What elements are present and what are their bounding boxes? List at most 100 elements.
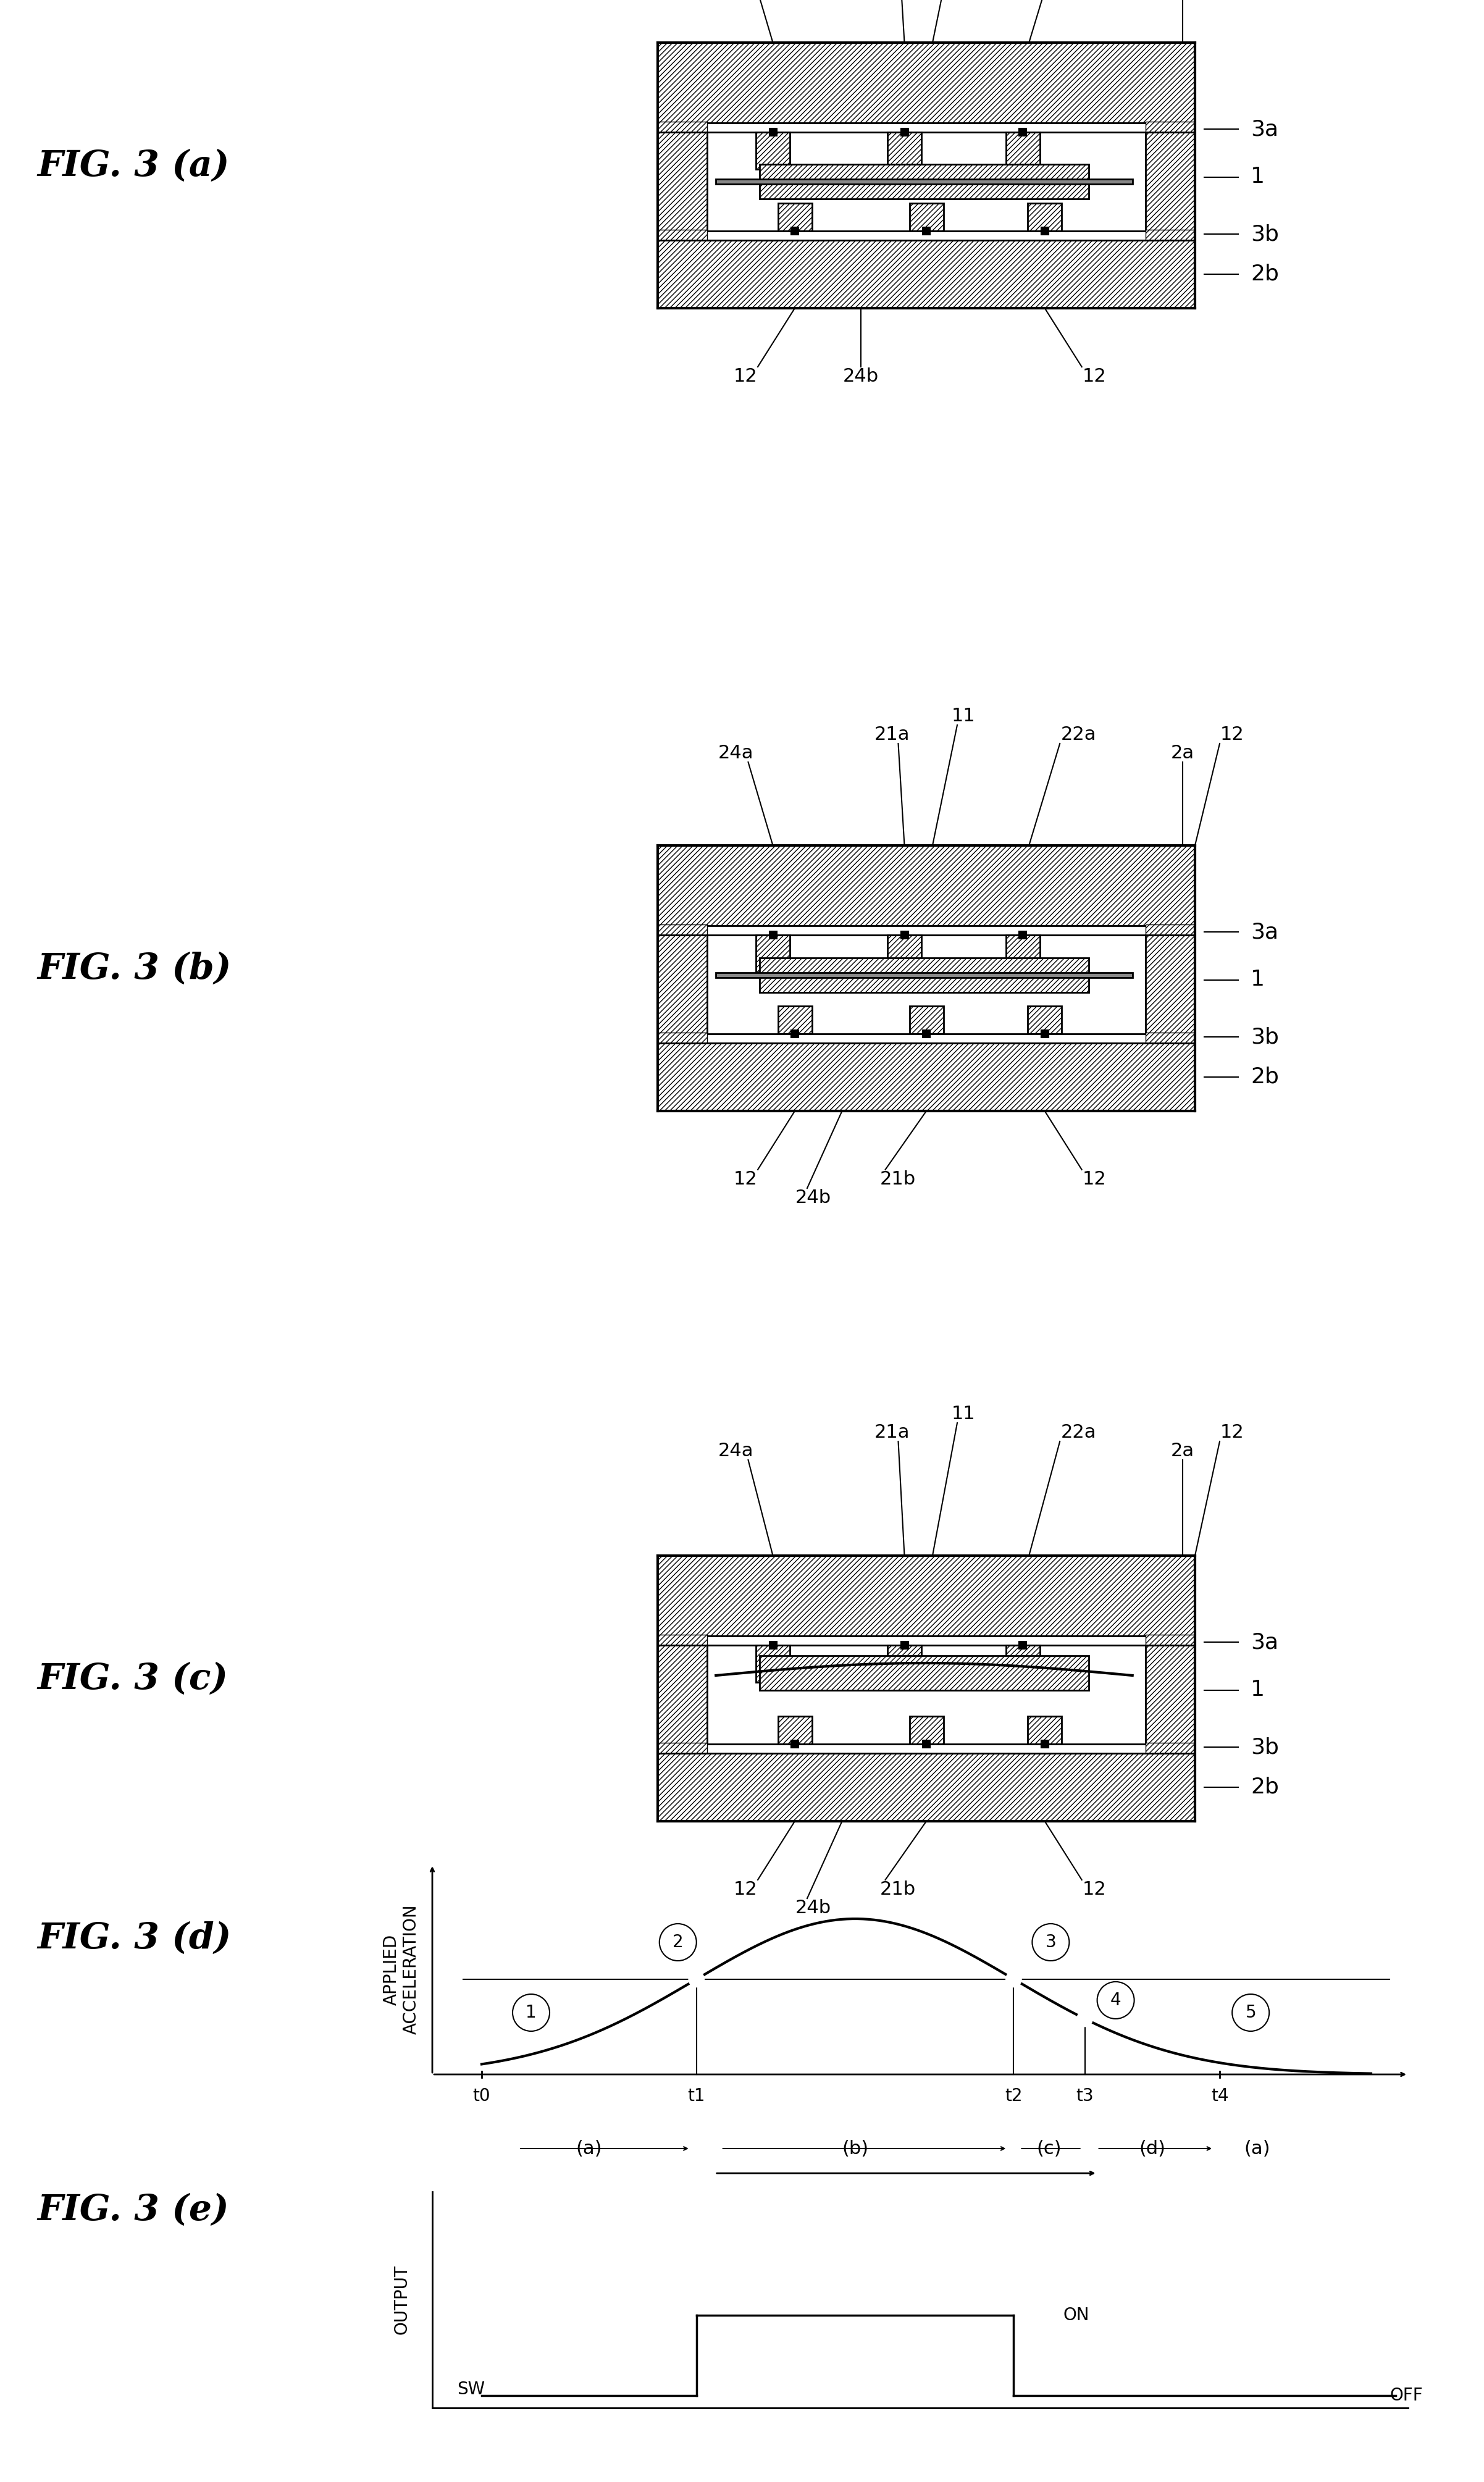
Text: 3a: 3a: [1251, 119, 1278, 139]
Text: ON: ON: [1063, 2306, 1089, 2323]
Bar: [1020, 1641, 1027, 1648]
Bar: [657, 846, 1195, 926]
Bar: [1146, 1646, 1195, 1745]
Bar: [760, 1655, 1089, 1690]
Bar: [657, 926, 1195, 936]
Bar: [760, 958, 1089, 993]
Text: FIG. 3 (e): FIG. 3 (e): [37, 2192, 229, 2229]
Bar: [910, 1715, 944, 1745]
Text: (a): (a): [1244, 2139, 1270, 2157]
Bar: [715, 973, 1132, 978]
Bar: [1146, 122, 1195, 132]
Text: (b): (b): [841, 2139, 868, 2157]
Text: (a): (a): [576, 2139, 603, 2157]
Text: 24b: 24b: [843, 367, 879, 385]
Text: (d): (d): [1140, 2139, 1165, 2157]
Bar: [657, 1636, 1195, 1646]
Text: t3: t3: [1076, 2087, 1094, 2105]
Bar: [887, 132, 922, 169]
Bar: [657, 1742, 706, 1752]
Text: 1: 1: [525, 2003, 537, 2020]
Bar: [1040, 228, 1048, 236]
Text: 2a: 2a: [1171, 745, 1195, 762]
Text: FIG. 3 (c): FIG. 3 (c): [37, 1663, 229, 1698]
Text: 12: 12: [733, 1881, 757, 1899]
Text: 21a: 21a: [874, 1422, 910, 1442]
Text: 22a: 22a: [1061, 1422, 1097, 1442]
Bar: [769, 1641, 776, 1648]
Bar: [1006, 132, 1040, 169]
Text: 12: 12: [1082, 1881, 1106, 1899]
Circle shape: [1077, 2010, 1092, 2025]
Text: 21a: 21a: [874, 725, 910, 742]
Text: 12: 12: [733, 1169, 757, 1189]
Bar: [778, 204, 812, 231]
Text: 24b: 24b: [795, 1899, 831, 1916]
Bar: [657, 1033, 706, 1042]
Text: 12: 12: [1220, 1422, 1244, 1442]
Bar: [657, 1646, 706, 1745]
Bar: [657, 1556, 1195, 1636]
Text: APPLIED
ACCELERATION: APPLIED ACCELERATION: [383, 1904, 420, 2035]
Bar: [1020, 931, 1027, 938]
Text: FIG. 3 (d): FIG. 3 (d): [37, 1921, 232, 1956]
Bar: [1146, 936, 1195, 1035]
Bar: [901, 1641, 908, 1648]
Bar: [760, 164, 1089, 199]
Text: 1: 1: [1251, 166, 1264, 189]
Bar: [910, 204, 944, 231]
Bar: [657, 122, 706, 132]
Bar: [657, 936, 706, 1035]
Text: OUTPUT: OUTPUT: [393, 2266, 410, 2336]
Bar: [657, 132, 706, 231]
Bar: [657, 231, 706, 241]
Bar: [1146, 231, 1195, 241]
Text: 2a: 2a: [1171, 1442, 1195, 1459]
Bar: [715, 179, 1132, 184]
Text: 12: 12: [1220, 725, 1244, 742]
Bar: [1006, 936, 1040, 973]
Bar: [755, 132, 789, 169]
Bar: [1146, 1636, 1195, 1646]
Bar: [1006, 1646, 1040, 1683]
Bar: [769, 931, 776, 938]
Bar: [1040, 1740, 1048, 1747]
Text: 12: 12: [1082, 1169, 1106, 1189]
Text: 24a: 24a: [718, 1442, 754, 1459]
Bar: [791, 1030, 798, 1037]
Bar: [791, 1740, 798, 1747]
Bar: [657, 124, 1195, 132]
Bar: [1028, 1715, 1061, 1745]
Text: 21b: 21b: [880, 1881, 916, 1899]
Text: SW: SW: [457, 2380, 485, 2398]
Bar: [923, 228, 930, 236]
Bar: [769, 129, 776, 137]
Bar: [657, 1636, 706, 1646]
Text: 3b: 3b: [1251, 1028, 1279, 1047]
Bar: [657, 1745, 1195, 1752]
Text: 1: 1: [1251, 970, 1264, 990]
Bar: [657, 1042, 1195, 1112]
Bar: [923, 1030, 930, 1037]
Circle shape: [689, 1971, 703, 1986]
Bar: [657, 231, 1195, 241]
Text: 11: 11: [951, 707, 975, 725]
Text: 2b: 2b: [1251, 263, 1279, 285]
Bar: [1146, 1033, 1195, 1042]
Text: 3b: 3b: [1251, 1737, 1279, 1757]
Text: OFF: OFF: [1389, 2388, 1423, 2405]
Circle shape: [1006, 1971, 1021, 1986]
Text: 2b: 2b: [1251, 1777, 1279, 1797]
Text: t0: t0: [473, 2087, 491, 2105]
Text: t2: t2: [1005, 2087, 1022, 2105]
Bar: [910, 1005, 944, 1035]
Bar: [1028, 1005, 1061, 1035]
Bar: [1020, 129, 1027, 137]
Bar: [1146, 923, 1195, 936]
Bar: [657, 42, 1195, 124]
Text: t4: t4: [1211, 2087, 1229, 2105]
Text: t1: t1: [687, 2087, 705, 2105]
Bar: [887, 936, 922, 973]
Text: 2b: 2b: [1251, 1067, 1279, 1087]
Text: 12: 12: [733, 367, 757, 385]
